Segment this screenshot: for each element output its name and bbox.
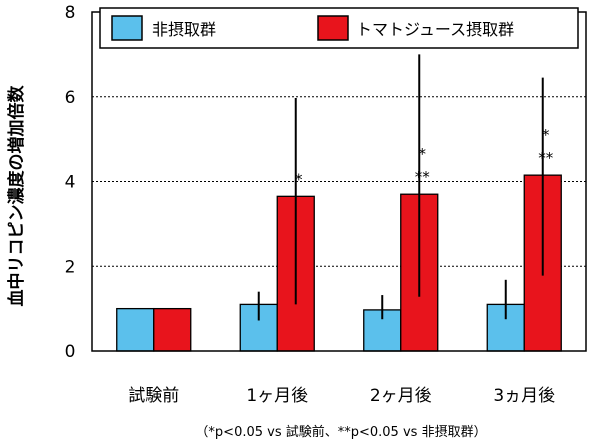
footnote: （*p<0.05 vs 試験前、**p<0.05 vs 非摂取群） <box>195 424 486 440</box>
plot-frame <box>91 11 587 352</box>
significance-marker: ** <box>415 168 431 186</box>
x-category-label: 試験前 <box>128 386 179 406</box>
y-tick-label: 8 <box>65 3 76 23</box>
x-category-label: 3ヵ月後 <box>493 386 555 406</box>
y-tick-label: 2 <box>65 257 76 277</box>
bar <box>116 307 155 352</box>
significance-marker: * <box>542 126 550 144</box>
y-tick-labels: 0 2 4 6 8 <box>65 3 76 362</box>
legend-swatch-non-intake <box>111 15 143 41</box>
x-category-label: 2ヶ月後 <box>370 386 432 406</box>
significance-marker: * <box>419 145 427 163</box>
bar-group <box>116 174 562 352</box>
significance-marker: ** <box>538 149 554 167</box>
x-category-labels: 試験前 1ヶ月後 2ヶ月後 3ヵ月後 <box>128 386 555 406</box>
x-category-label: 1ヶ月後 <box>246 386 308 406</box>
y-tick-label: 6 <box>65 88 76 108</box>
legend: 非摂取群 トマトジュース摂取群 <box>99 7 579 49</box>
y-tick-label: 0 <box>65 342 76 362</box>
legend-label-tomato-juice: トマトジュース摂取群 <box>356 20 514 39</box>
significance-marker: * <box>295 170 303 188</box>
bar <box>153 307 192 352</box>
legend-label-non-intake: 非摂取群 <box>152 20 216 39</box>
grid-lines <box>92 96 586 267</box>
y-axis-label: 血中リコピン濃度の増加倍数 <box>6 85 27 307</box>
significance-annotations: ******* <box>295 126 554 188</box>
legend-swatch-tomato-juice <box>317 15 349 41</box>
y-tick-label: 4 <box>65 173 76 193</box>
error-bar-group <box>257 54 544 321</box>
